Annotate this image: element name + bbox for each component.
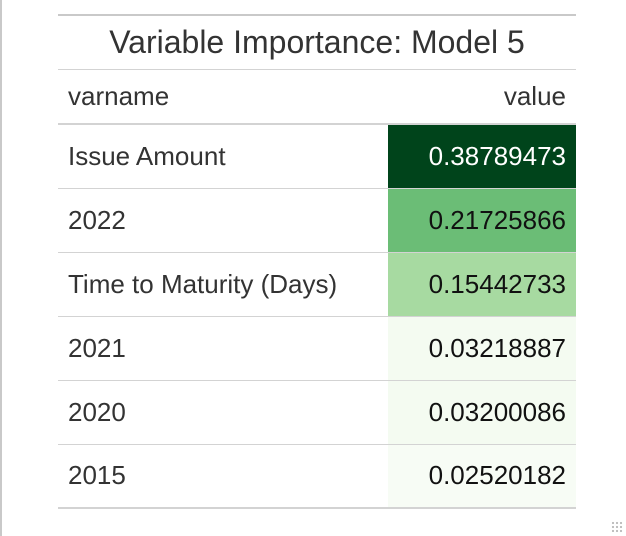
left-border [0, 0, 2, 536]
column-header-varname[interactable]: varname [58, 70, 388, 125]
row-value: 0.21725866 [388, 188, 576, 253]
row-value: 0.03200086 [388, 380, 576, 445]
row-varname: 2021 [58, 316, 388, 381]
column-header-value[interactable]: value [388, 70, 576, 125]
row-varname: 2022 [58, 188, 388, 253]
variable-importance-table: Variable Importance: Model 5 varname val… [58, 14, 576, 509]
table-row: Issue Amount 0.38789473 [58, 124, 576, 189]
row-value: 0.03218887 [388, 316, 576, 381]
importance-grid: varname value Issue Amount 0.38789473 20… [58, 70, 576, 509]
header-row: varname value [58, 70, 576, 125]
row-value: 0.15442733 [388, 252, 576, 317]
resize-grip-icon[interactable] [611, 521, 623, 533]
table-row: 2022 0.21725866 [58, 188, 576, 253]
row-varname: Issue Amount [58, 124, 388, 189]
row-varname: 2020 [58, 380, 388, 445]
table-row: 2021 0.03218887 [58, 316, 576, 381]
table-row: 2020 0.03200086 [58, 380, 576, 445]
table-title: Variable Importance: Model 5 [58, 14, 576, 70]
table-row: Time to Maturity (Days) 0.15442733 [58, 252, 576, 317]
row-varname: Time to Maturity (Days) [58, 252, 388, 317]
table-row: 2015 0.02520182 [58, 444, 576, 509]
row-varname: 2015 [58, 444, 388, 509]
row-value: 0.02520182 [388, 444, 576, 509]
row-value: 0.38789473 [388, 124, 576, 189]
